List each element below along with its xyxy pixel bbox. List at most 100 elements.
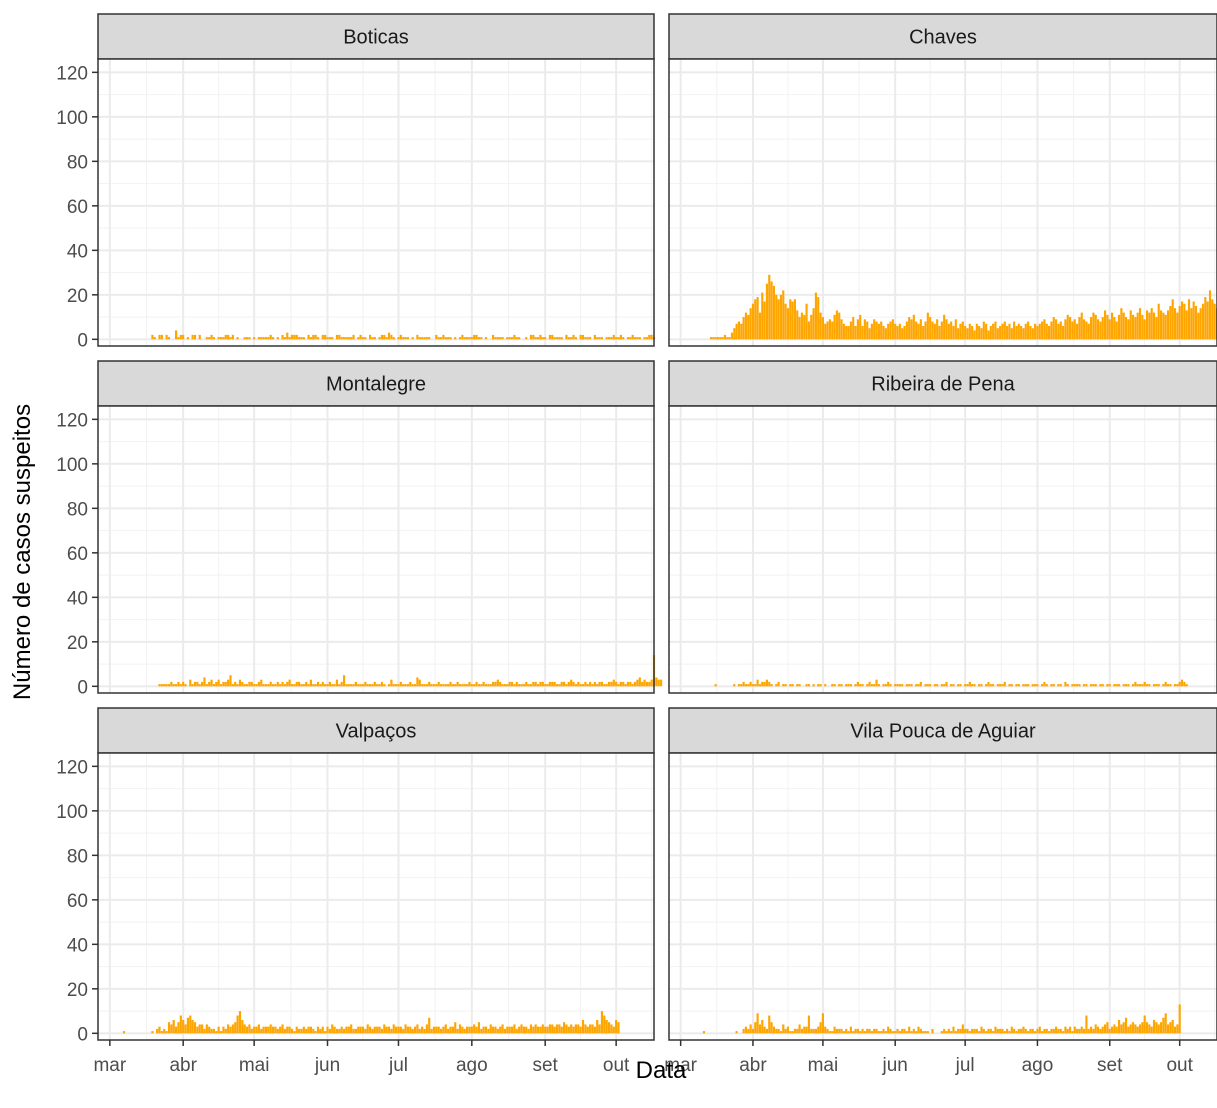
bar (1057, 684, 1060, 687)
bar (378, 337, 381, 340)
bar (286, 332, 289, 340)
bar (882, 684, 885, 687)
bar (1083, 319, 1086, 340)
bar (840, 684, 843, 687)
bar (172, 1019, 175, 1034)
bar (1155, 1022, 1158, 1034)
bar (796, 1028, 799, 1034)
bar (828, 319, 831, 340)
x-tick-label: jun (314, 1055, 340, 1076)
bar (357, 1026, 360, 1034)
bar (1017, 684, 1020, 687)
bar (399, 334, 402, 340)
bar (1020, 1028, 1023, 1034)
bar (1206, 301, 1209, 340)
bar (1066, 684, 1069, 687)
bar (875, 679, 878, 687)
bar (536, 337, 540, 340)
bar (466, 684, 469, 687)
bar (1045, 684, 1048, 687)
bar (494, 1026, 497, 1034)
bar (1048, 325, 1051, 340)
bar (1027, 321, 1030, 340)
facet-panel: Montalegre 0 20 40 60 80 100 120 (56, 360, 663, 698)
bar (1117, 684, 1121, 687)
bar (1166, 684, 1170, 687)
bar (1143, 319, 1146, 340)
bar (779, 294, 783, 340)
bar (845, 684, 848, 687)
bar (838, 1028, 841, 1034)
bar (570, 337, 573, 340)
bar (222, 1026, 225, 1034)
bar (714, 337, 717, 340)
bar (229, 1026, 232, 1034)
bar (789, 299, 792, 340)
bar (572, 681, 575, 687)
bar (314, 334, 317, 340)
bar (791, 301, 794, 340)
bar (1001, 323, 1004, 340)
bar (838, 312, 841, 340)
bar (747, 684, 750, 687)
bar (973, 684, 976, 687)
bar (847, 684, 850, 687)
bar (191, 334, 194, 340)
bar (765, 283, 769, 340)
bar (898, 684, 901, 687)
bar (835, 310, 838, 340)
bar (546, 684, 549, 687)
bar (406, 684, 410, 687)
bar (1211, 299, 1214, 340)
bar (1148, 1024, 1151, 1034)
bar (812, 684, 815, 687)
bar (847, 325, 850, 340)
facet-panel: Ribeira de Pena (668, 360, 1217, 694)
bar (940, 1031, 943, 1034)
bar (833, 1026, 836, 1034)
bar (1027, 1031, 1030, 1034)
bar (610, 337, 613, 340)
bar (1159, 1022, 1163, 1034)
bar (574, 684, 578, 687)
bar (361, 337, 365, 340)
bar (768, 274, 771, 340)
bar (229, 675, 232, 687)
bar (1071, 321, 1074, 340)
panel-background (669, 753, 1217, 1040)
bar (217, 1026, 220, 1034)
bar (749, 681, 752, 687)
bar (645, 337, 648, 340)
bar (742, 681, 745, 687)
bar (423, 337, 426, 340)
bar (896, 684, 899, 687)
bar (605, 684, 608, 687)
bar (796, 684, 799, 687)
bar (421, 684, 424, 687)
bar (772, 1026, 776, 1034)
bar (442, 1026, 445, 1034)
bar (607, 337, 611, 340)
bar (840, 1028, 843, 1034)
bar (269, 1024, 272, 1034)
bar (295, 1026, 298, 1034)
bar (466, 337, 469, 340)
bar (950, 684, 953, 687)
bar (205, 684, 208, 687)
facet-strip-label: Montalegre (326, 374, 426, 396)
bar (782, 1024, 785, 1034)
bar (480, 337, 483, 340)
bar (826, 321, 829, 340)
bar (1117, 1019, 1121, 1034)
bar (896, 325, 899, 340)
bar (484, 337, 488, 340)
bar (859, 1031, 862, 1034)
bar (789, 1031, 792, 1034)
bar (922, 1031, 925, 1034)
bar (1064, 319, 1067, 340)
bar (1148, 684, 1151, 687)
bar (936, 319, 939, 340)
bar (444, 1024, 447, 1034)
bar (387, 1026, 391, 1034)
bar (470, 1026, 473, 1034)
